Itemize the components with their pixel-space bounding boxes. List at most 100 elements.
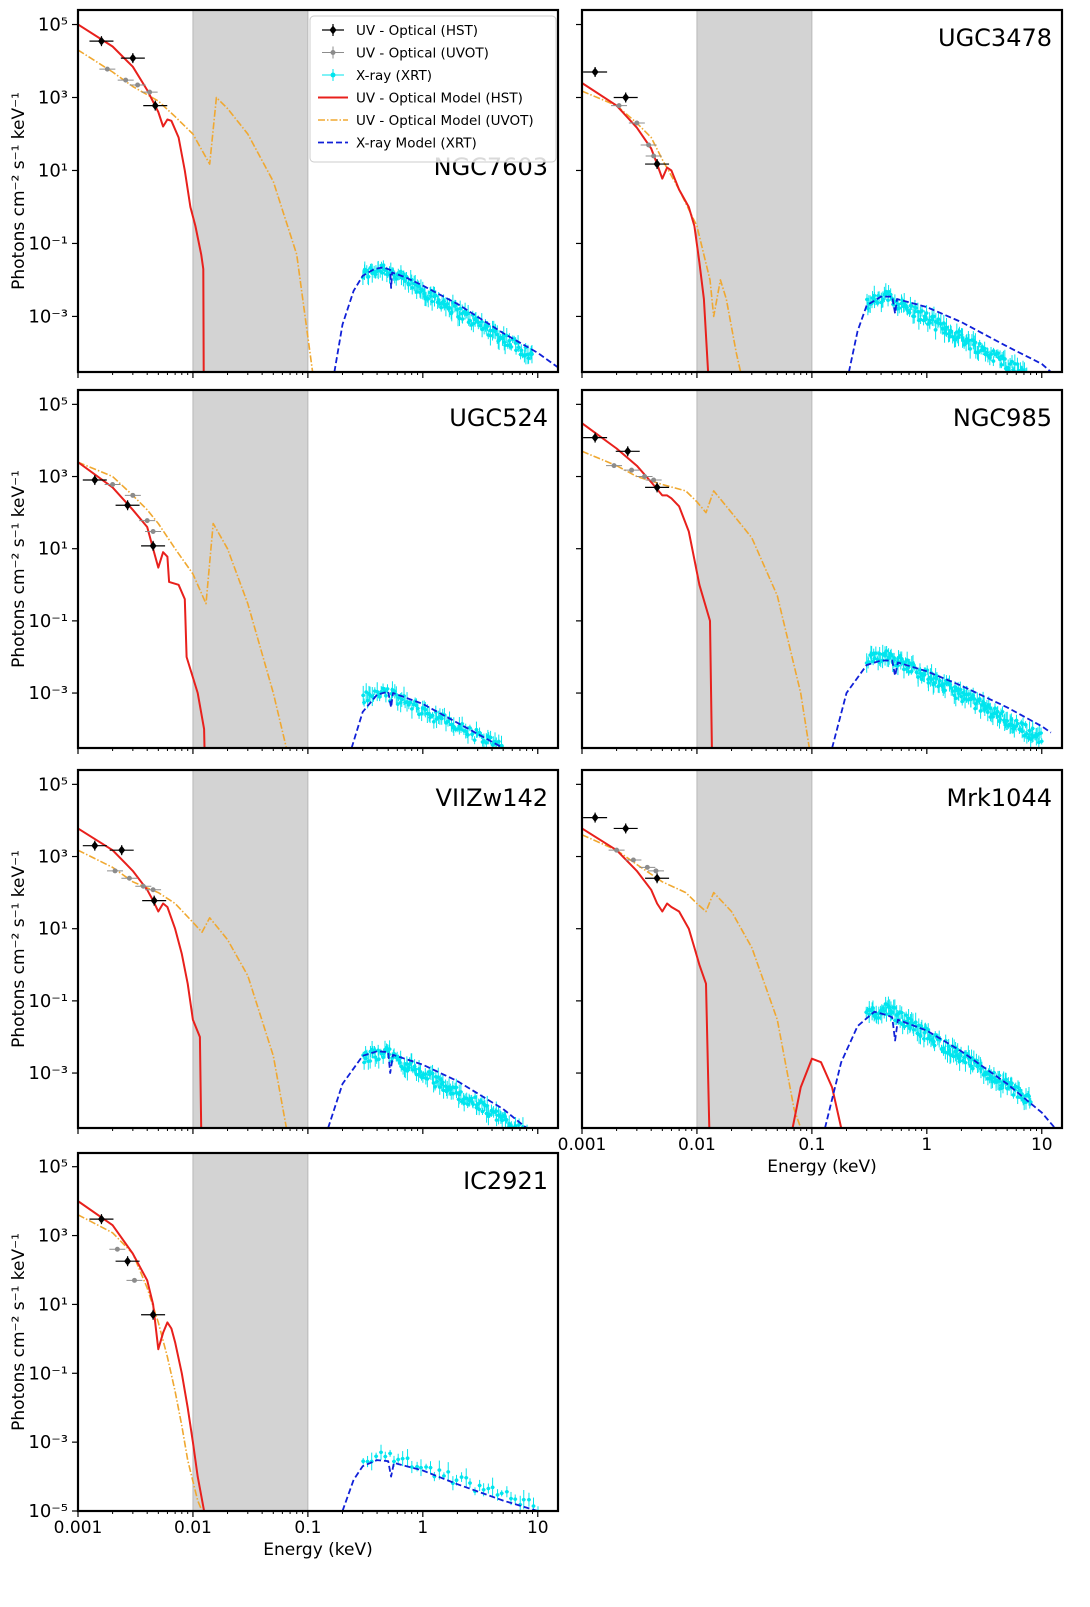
xrt-point xyxy=(437,1468,442,1472)
xrt-point xyxy=(986,1076,990,1081)
xrt-point xyxy=(517,1122,521,1127)
shaded-band xyxy=(192,389,309,749)
y-tick-label: 10¹ xyxy=(38,539,68,560)
xrt-point xyxy=(416,706,420,711)
xrt-point xyxy=(383,1454,388,1459)
xrt-point xyxy=(456,727,460,731)
xrt-point xyxy=(875,301,880,305)
legend-label: X-ray Model (XRT) xyxy=(356,136,477,152)
panel-ic2921: 10⁵ 10³ 10¹ 10⁻¹ 10⁻³ 10⁻⁵ Photons cm⁻² s⁻¹ ke… xyxy=(9,1151,560,1560)
xrt-point xyxy=(449,722,454,727)
xrt-point xyxy=(884,1012,889,1017)
xrt-point xyxy=(460,311,464,316)
xrt-point xyxy=(889,653,893,658)
xrt-point xyxy=(505,1489,509,1494)
xrt-point xyxy=(392,1459,396,1464)
panel-frame xyxy=(580,388,1064,750)
xrt-point xyxy=(512,337,516,341)
y-tick-label: 10¹ xyxy=(38,160,68,181)
xrt-point xyxy=(454,1091,459,1095)
uvot-point xyxy=(634,120,640,126)
xrt-point xyxy=(918,317,923,322)
panel-frame xyxy=(76,388,560,750)
xrt-point xyxy=(952,693,957,698)
xrt-point xyxy=(949,330,953,334)
hst-point xyxy=(129,53,137,63)
xrt-point xyxy=(423,707,428,712)
xrt-point xyxy=(377,695,382,699)
xrt-point xyxy=(395,1054,399,1059)
xrt-point xyxy=(1011,1093,1016,1097)
xrt-point xyxy=(395,702,400,706)
xrt-point xyxy=(449,310,454,314)
xrt-point xyxy=(1010,1081,1014,1086)
xrt-point xyxy=(473,1095,477,1100)
xrt-point xyxy=(520,1129,524,1133)
xrt-point xyxy=(516,1129,520,1133)
xrt-point xyxy=(373,1055,378,1059)
xrt-point xyxy=(477,730,482,735)
xrt-point xyxy=(1015,1095,1020,1099)
xrt-point xyxy=(494,1118,499,1122)
plot-area xyxy=(582,422,1052,748)
xrt-point xyxy=(936,317,941,322)
xrt-point xyxy=(401,276,406,281)
xrt-point xyxy=(454,1478,459,1482)
panel-mrk1044: 0.001 0.01 0.1 1 10 Energy (keV) Mrk1044 xyxy=(558,768,1064,1177)
xrt-point xyxy=(437,1085,442,1089)
xrt-point xyxy=(488,333,493,338)
y-tick-label: 10⁻¹ xyxy=(28,1363,68,1384)
panel-viizw142: 10⁵ 10³ 10¹ 10⁻¹ 10⁻³ Photons cm⁻² s⁻¹ keV⁻¹ V… xyxy=(9,768,560,1134)
uvot-point xyxy=(646,142,652,148)
xrt-point xyxy=(419,1465,423,1470)
legend-marker xyxy=(329,25,337,35)
y-tick-label: 10⁻³ xyxy=(28,1432,68,1453)
y-tick-label: 10⁵ xyxy=(38,774,68,795)
xrt-point xyxy=(1012,726,1017,731)
y-axis-label: Photons cm⁻² s⁻¹ keV⁻¹ xyxy=(9,470,29,668)
uvot-point xyxy=(123,77,129,83)
xrt-point xyxy=(406,282,411,287)
xrt-point xyxy=(425,1077,430,1081)
xrt-point xyxy=(509,345,514,349)
xrt-point xyxy=(899,657,904,661)
xrt-point xyxy=(886,289,891,294)
legend-label: UV - Optical Model (UVOT) xyxy=(356,113,534,129)
panel-frame xyxy=(76,768,560,1130)
hst-point xyxy=(149,1310,157,1320)
uvot-point xyxy=(140,883,146,889)
xrt-point xyxy=(414,290,419,294)
y-tick-label: 10⁻³ xyxy=(28,1063,68,1084)
xrt-point xyxy=(998,357,1002,362)
y-axis-label: Photons cm⁻² s⁻¹ keV⁻¹ xyxy=(9,1233,29,1431)
shaded-band xyxy=(696,769,813,1129)
x-tick-label: 0.01 xyxy=(174,1518,212,1538)
xrt-point xyxy=(433,293,438,298)
plot-area xyxy=(78,1200,539,1511)
xrt-point xyxy=(883,654,887,658)
xrt-point xyxy=(959,694,964,699)
xrt-point xyxy=(496,739,501,744)
xrt-point xyxy=(991,349,996,353)
xrt-point xyxy=(471,1102,475,1107)
plot-area xyxy=(78,461,504,748)
xrt-point xyxy=(886,298,890,303)
xrt-point xyxy=(927,1034,932,1038)
xrt-point xyxy=(374,1454,378,1459)
xrt-point xyxy=(509,1496,513,1501)
hst-point xyxy=(124,1256,132,1266)
xrt-point xyxy=(950,689,955,693)
xrt-point xyxy=(451,1091,455,1096)
xrt-point xyxy=(925,1036,930,1041)
xrt-point xyxy=(396,695,401,700)
xrt-point xyxy=(1028,378,1032,382)
x-tick-label: 1 xyxy=(417,1518,428,1538)
y-tick-label: 10³ xyxy=(38,467,68,488)
xrt-point xyxy=(882,1009,887,1013)
xrt-point xyxy=(380,271,385,275)
xrt-point xyxy=(1028,375,1032,379)
xrt-point xyxy=(977,697,982,701)
xrt-point xyxy=(458,306,462,311)
